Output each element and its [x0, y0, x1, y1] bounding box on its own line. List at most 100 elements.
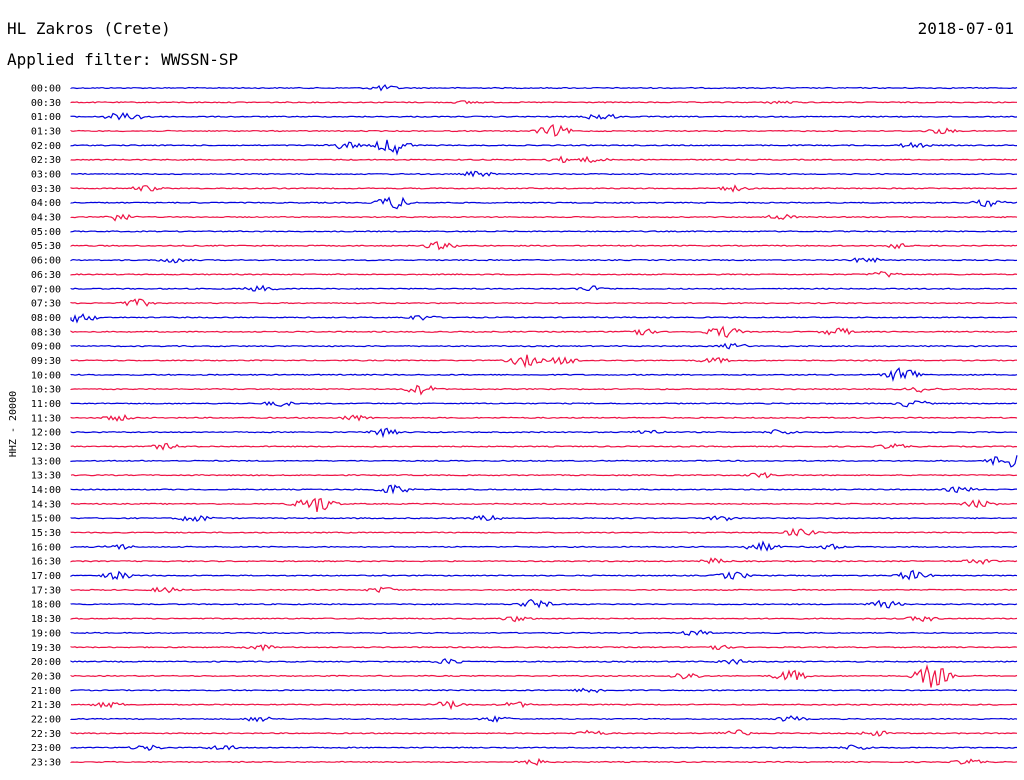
trace-line	[70, 514, 1018, 523]
time-tick-label: 22:30	[31, 729, 61, 740]
trace-line	[70, 687, 1018, 694]
trace-line	[70, 325, 1018, 339]
time-tick-label: 21:30	[31, 700, 61, 711]
time-tick-label: 20:00	[31, 657, 61, 668]
time-tick-label: 06:00	[31, 256, 61, 267]
time-tick-label: 18:00	[31, 600, 61, 611]
trace-line	[70, 241, 1018, 251]
time-tick-label: 10:30	[31, 385, 61, 396]
trace-line	[70, 384, 1018, 396]
time-tick-label: 23:30	[31, 757, 61, 768]
time-tick-label: 07:30	[31, 299, 61, 310]
time-tick-label: 13:00	[31, 456, 61, 467]
time-tick-label: 14:00	[31, 485, 61, 496]
trace-line	[70, 413, 1018, 422]
trace-line	[70, 744, 1017, 751]
time-tick-label: 01:00	[31, 112, 61, 123]
time-tick-label: 02:30	[31, 155, 61, 166]
trace-line	[70, 400, 1018, 408]
trace-line	[70, 298, 1018, 307]
trace-line	[70, 139, 1018, 156]
trace-line	[70, 230, 1018, 233]
filter-label: Applied filter: WWSSN-SP	[7, 50, 239, 69]
trace-rows: 00:00 00:30 01:00 01:30 02:00 02:30 03:00 03:30…	[31, 84, 1018, 768]
trace-line	[70, 540, 1018, 552]
trace-line	[70, 599, 1018, 609]
trace-line	[70, 367, 1018, 383]
trace-line	[70, 644, 1018, 652]
trace-line	[70, 213, 1018, 222]
trace-line	[70, 342, 1018, 350]
time-tick-label: 12:00	[31, 428, 61, 439]
trace-line	[70, 569, 1018, 581]
date-label: 2018-07-01	[917, 19, 1014, 38]
time-tick-label: 16:00	[31, 542, 61, 553]
time-tick-label: 19:30	[31, 643, 61, 654]
trace-line	[70, 284, 1018, 292]
time-tick-label: 12:30	[31, 442, 61, 453]
time-tick-label: 11:00	[31, 399, 61, 410]
time-tick-label: 09:30	[31, 356, 61, 367]
trace-line	[70, 196, 1018, 210]
time-tick-label: 14:30	[31, 499, 61, 510]
time-tick-label: 15:30	[31, 528, 61, 539]
trace-line	[70, 170, 1017, 178]
trace-line	[70, 658, 1018, 666]
trace-line	[70, 442, 1018, 451]
trace-line	[70, 484, 1017, 495]
time-tick-label: 15:00	[31, 514, 61, 525]
trace-line	[70, 455, 1018, 468]
time-tick-label: 00:00	[31, 84, 61, 95]
trace-line	[70, 271, 1018, 278]
time-tick-label: 11:30	[31, 413, 61, 424]
time-tick-label: 07:00	[31, 284, 61, 295]
trace-line	[70, 615, 1018, 623]
time-tick-label: 01:30	[31, 127, 61, 138]
time-tick-label: 16:30	[31, 557, 61, 568]
trace-line	[70, 84, 1018, 92]
time-tick-label: 05:00	[31, 227, 61, 238]
trace-line	[70, 664, 1018, 688]
trace-line	[70, 471, 1018, 479]
trace-line	[70, 729, 1018, 737]
trace-line	[70, 313, 1018, 324]
trace-line	[70, 757, 1018, 766]
trace-line	[70, 497, 1018, 512]
time-tick-label: 04:30	[31, 213, 61, 224]
trace-line	[70, 111, 1018, 121]
time-tick-label: 06:30	[31, 270, 61, 281]
time-tick-label: 08:00	[31, 313, 61, 324]
time-tick-label: 08:30	[31, 327, 61, 338]
time-tick-label: 03:30	[31, 184, 61, 195]
trace-line	[70, 715, 1018, 723]
trace-line	[70, 354, 1017, 369]
trace-line	[70, 557, 1018, 566]
time-tick-label: 04:00	[31, 198, 61, 209]
trace-line	[70, 699, 1018, 711]
trace-line	[70, 123, 1018, 137]
time-tick-label: 09:00	[31, 342, 61, 353]
time-tick-label: 10:00	[31, 370, 61, 381]
trace-line	[70, 586, 1018, 594]
time-tick-label: 20:30	[31, 671, 61, 682]
time-tick-label: 02:00	[31, 141, 61, 152]
trace-line	[70, 257, 1018, 264]
time-tick-label: 03:00	[31, 170, 61, 181]
time-tick-label: 00:30	[31, 98, 61, 109]
time-tick-label: 05:30	[31, 241, 61, 252]
time-tick-label: 17:00	[31, 571, 61, 582]
trace-line	[70, 184, 1018, 193]
station-title: HL Zakros (Crete)	[7, 19, 171, 38]
time-tick-label: 21:00	[31, 686, 61, 697]
time-tick-label: 13:30	[31, 471, 61, 482]
trace-line	[70, 427, 1018, 439]
time-tick-label: 19:00	[31, 628, 61, 639]
trace-line	[70, 100, 1017, 105]
time-tick-label: 17:30	[31, 585, 61, 596]
time-tick-label: 18:30	[31, 614, 61, 625]
time-tick-label: 23:00	[31, 743, 61, 754]
time-tick-label: 22:00	[31, 714, 61, 725]
trace-line	[70, 155, 1018, 164]
trace-line	[70, 527, 1018, 537]
